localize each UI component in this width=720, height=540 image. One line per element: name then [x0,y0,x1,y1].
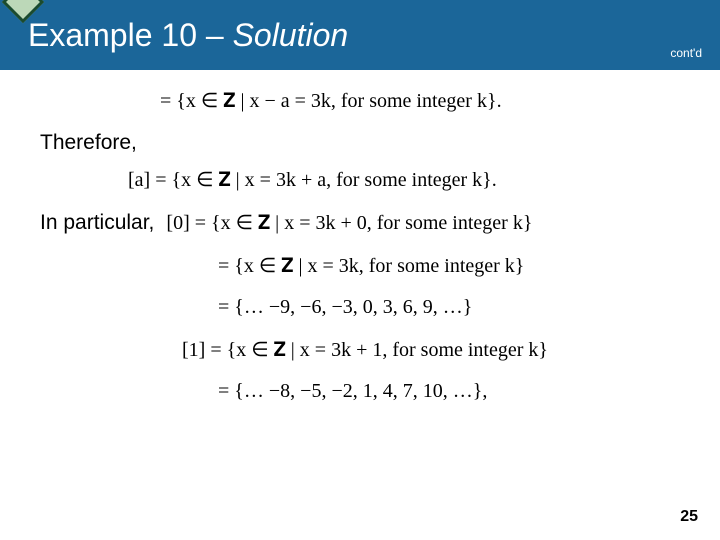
equation-line: [0] = {x ∈ 𝐙 | x = 3k + 0, for some inte… [166,210,532,235]
equation-line: = {… −8, −5, −2, 1, 4, 7, 10, …}, [40,380,680,403]
equation-line: = {… −9, −6, −3, 0, 3, 6, 9, …} [40,296,680,319]
equation-line: = {x ∈ 𝐙 | x = 3k, for some integer k} [40,253,680,278]
lead-text: Therefore, [40,131,680,155]
lead-text: In particular, [40,211,154,235]
slide-body: = {x ∈ 𝐙 | x − a = 3k, for some integer … [0,70,720,403]
equation-line: = {x ∈ 𝐙 | x − a = 3k, for some integer … [40,88,680,113]
slide-title: Example 10 – Solution [28,17,348,54]
slide-header: Example 10 – Solution cont'd [0,0,720,70]
title-solution: Solution [233,17,349,53]
equation-line: [a] = {x ∈ 𝐙 | x = 3k + a, for some inte… [40,167,680,192]
page-number: 25 [680,508,698,526]
continued-label: cont'd [670,46,702,60]
equation-line: [1] = {x ∈ 𝐙 | x = 3k + 1, for some inte… [40,337,680,362]
equation-row: In particular, [0] = {x ∈ 𝐙 | x = 3k + 0… [40,210,680,235]
title-prefix: Example 10 – [28,17,233,53]
